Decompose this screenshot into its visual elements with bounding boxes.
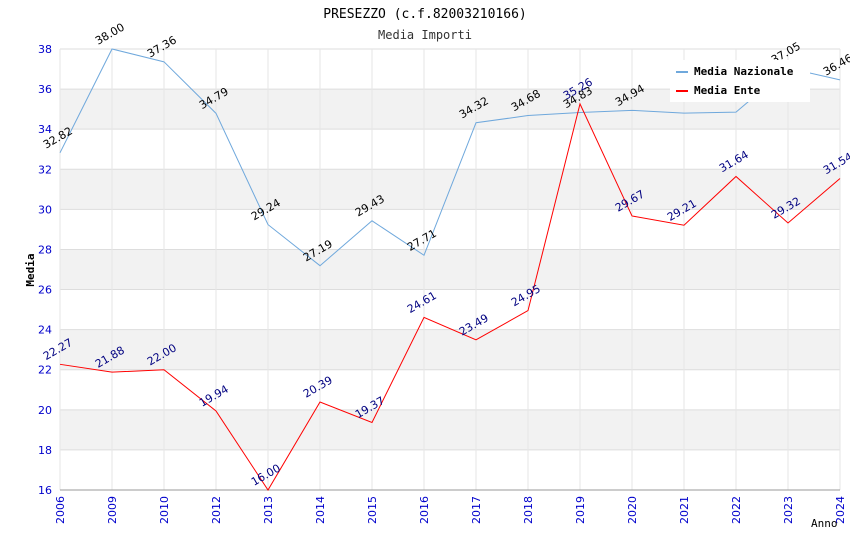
legend-label-media-nazionale: Media Nazionale: [694, 65, 794, 78]
x-tick-label: 2006: [54, 496, 67, 524]
x-tick-label: 2018: [522, 496, 535, 524]
x-tick-label: 2019: [574, 496, 587, 524]
grid-band: [60, 129, 840, 170]
x-axis-ticks: 2006 2009 2010 2012 2013 2014 2015 2016 2017 2018…: [54, 496, 847, 524]
y-axis-ticks: 16 18 20 22 24 26 28 30 32 34 36 38: [38, 43, 52, 497]
x-tick-label: 2023: [782, 496, 795, 524]
y-tick-label: 32: [38, 163, 52, 176]
x-tick-label: 2014: [314, 496, 327, 524]
y-tick-label: 38: [38, 43, 52, 56]
legend-background: [670, 60, 810, 102]
x-axis-label: Anno: [811, 517, 838, 530]
x-tick-label: 2021: [678, 496, 691, 524]
chart-subtitle: Media Importi: [378, 28, 472, 42]
chart-title: PRESEZZO (c.f.82003210166): [323, 7, 527, 22]
y-tick-label: 30: [38, 203, 52, 216]
y-tick-label: 20: [38, 404, 52, 417]
x-tick-label: 2012: [210, 496, 223, 524]
x-tick-label: 2010: [158, 496, 171, 524]
series-line-media-nazionale: [59, 48, 841, 267]
grid-band: [60, 289, 840, 330]
x-tick-label: 2009: [106, 496, 119, 524]
x-tick-label: 2024: [834, 496, 847, 524]
y-tick-label: 28: [38, 243, 52, 256]
x-tick-label: 2013: [262, 496, 275, 524]
grid-band: [60, 209, 840, 250]
y-axis-label: Media: [24, 253, 37, 286]
y-tick-label: 36: [38, 83, 52, 96]
x-tick-label: 2020: [626, 496, 639, 524]
y-tick-label: 22: [38, 364, 52, 377]
x-tick-label: 2017: [470, 496, 483, 524]
grid-band: [60, 449, 840, 490]
series-layer: [59, 48, 841, 491]
legend: Media Nazionale Media Ente: [670, 60, 810, 102]
data-label: 38.00: [93, 21, 127, 48]
legend-label-media-ente: Media Ente: [694, 84, 761, 97]
grid-band: [60, 409, 840, 450]
grid-bands: [60, 49, 840, 490]
y-tick-label: 24: [38, 324, 52, 337]
grid-band: [60, 369, 840, 410]
x-tick-label: 2022: [730, 496, 743, 524]
grid-lines: [59, 48, 841, 491]
x-tick-label: 2016: [418, 496, 431, 524]
y-tick-label: 16: [38, 484, 52, 497]
y-tick-label: 34: [38, 123, 52, 136]
grid-band: [60, 249, 840, 290]
series-line-media-ente: [59, 102, 841, 491]
grid-band: [60, 329, 840, 370]
x-tick-label: 2015: [366, 496, 379, 524]
y-tick-label: 18: [38, 444, 52, 457]
y-tick-label: 26: [38, 284, 52, 297]
